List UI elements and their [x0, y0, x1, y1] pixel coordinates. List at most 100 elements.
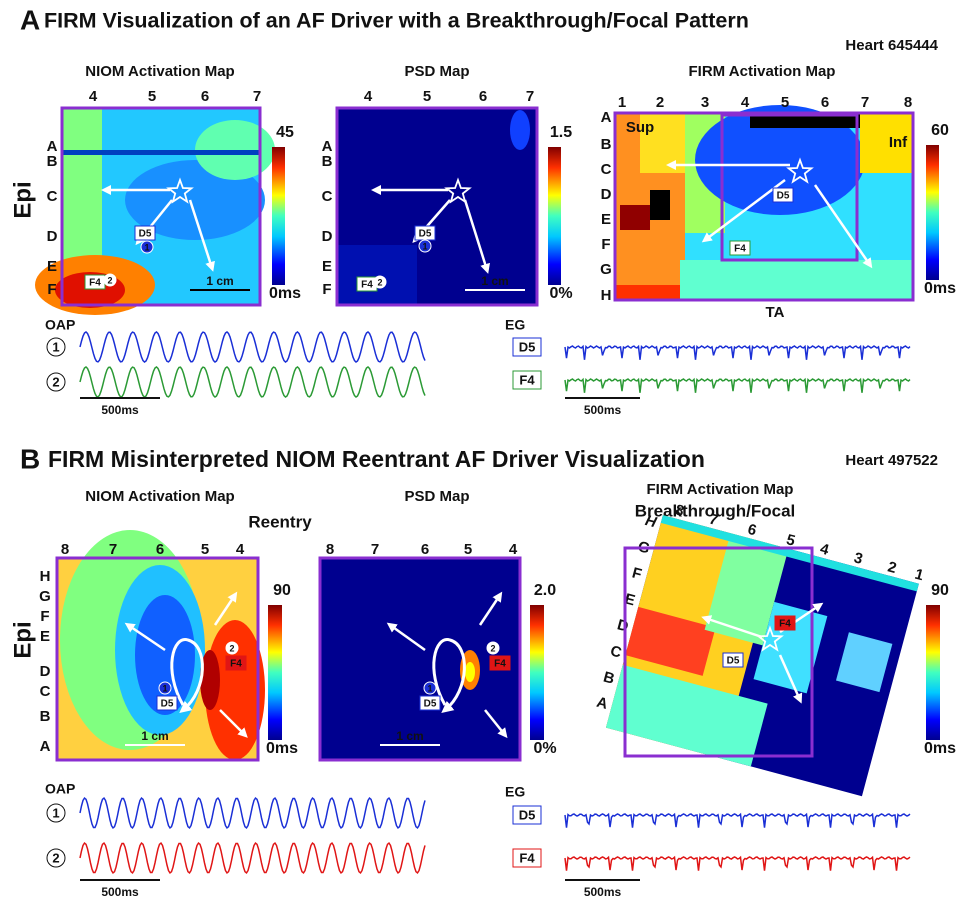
site-label: D5 [419, 229, 432, 240]
map-title: NIOM Activation Map [85, 488, 234, 505]
row-label: E [322, 258, 332, 275]
colorbar-max: 1.5 [550, 124, 572, 141]
column-label: 7 [109, 541, 117, 558]
colorbar [530, 605, 544, 740]
site-label: F4 [230, 659, 242, 670]
row-label: D [40, 663, 51, 680]
site-label: D5 [727, 656, 740, 667]
point-label: 2 [107, 275, 112, 285]
channel-label: F4 [519, 850, 535, 865]
map-region [465, 662, 475, 682]
panel-label: A [20, 4, 40, 35]
row-label: D [47, 228, 58, 245]
row-label: C [608, 642, 623, 661]
time-scale-label: 500ms [101, 885, 139, 899]
column-label: 6 [746, 521, 758, 540]
row-label: H [40, 568, 51, 585]
channel-label: 2 [52, 374, 59, 389]
row-label: G [39, 588, 51, 605]
column-label: 8 [904, 94, 912, 111]
map-region [510, 110, 530, 150]
time-scale-label: 500ms [584, 885, 622, 899]
site-label: F4 [779, 619, 791, 630]
side-label: Epi [9, 621, 36, 658]
trace-group-label: EG [505, 784, 525, 800]
heart-id: Heart 645444 [845, 37, 938, 54]
row-label: E [601, 211, 611, 228]
colorbar-min: 0ms [266, 740, 298, 757]
trace [80, 332, 425, 362]
column-label: 6 [821, 94, 829, 111]
site-label: D5 [139, 229, 152, 240]
row-label: F [40, 608, 49, 625]
colorbar-max: 45 [276, 124, 294, 141]
row-label: D [615, 616, 630, 635]
trace-group-label: OAP [45, 317, 75, 333]
map-region [62, 150, 260, 155]
column-label: 4 [236, 541, 245, 558]
scale-label: 1 cm [481, 274, 508, 288]
trace-group-label: EG [505, 317, 525, 333]
column-label: 7 [371, 541, 379, 558]
column-label: 5 [781, 94, 789, 111]
trace [80, 367, 425, 397]
column-label: 5 [148, 88, 156, 105]
map-region [680, 260, 913, 300]
row-label: B [322, 153, 333, 170]
column-label: 5 [464, 541, 472, 558]
point-label: 2 [377, 277, 382, 287]
site-label: F4 [361, 280, 373, 291]
colorbar-min: 0% [549, 285, 572, 302]
row-label: E [40, 628, 50, 645]
scale-label: 1 cm [396, 729, 423, 743]
map-title: NIOM Activation Map [85, 63, 234, 80]
colorbar [548, 147, 561, 285]
column-label: 1 [618, 94, 626, 111]
column-label: 2 [886, 558, 898, 577]
column-label: 6 [421, 541, 429, 558]
time-scale-label: 500ms [101, 403, 139, 417]
point-label: 2 [229, 643, 234, 653]
column-label: 7 [526, 88, 534, 105]
column-label: 4 [741, 94, 750, 111]
trace [80, 843, 425, 873]
panel-title: FIRM Visualization of an AF Driver with … [44, 9, 749, 33]
channel-label: 1 [52, 339, 59, 354]
site-label: F4 [89, 278, 101, 289]
trace [565, 346, 910, 360]
column-label: 1 [913, 566, 925, 585]
map-title: FIRM Activation Map [647, 481, 794, 498]
column-label: 4 [89, 88, 98, 105]
map-region [620, 205, 650, 230]
trace [80, 798, 425, 828]
channel-label: D5 [519, 339, 536, 354]
colorbar [926, 605, 940, 740]
row-label: C [322, 188, 333, 205]
row-label: B [40, 708, 51, 725]
row-label: F [322, 281, 331, 298]
row-label: F [630, 564, 643, 583]
point-label: 1 [162, 683, 167, 693]
trace [565, 814, 910, 828]
channel-label: F4 [519, 372, 535, 387]
column-label: 4 [509, 541, 518, 558]
channel-label: 1 [52, 805, 59, 820]
row-label: C [47, 188, 58, 205]
row-label: A [601, 109, 612, 126]
map-title: PSD Map [404, 488, 469, 505]
panel-title: FIRM Misinterpreted NIOM Reentrant AF Dr… [48, 446, 705, 472]
colorbar [926, 145, 939, 280]
row-label: E [47, 258, 57, 275]
row-label: A [595, 694, 610, 713]
point-label: 1 [422, 241, 427, 251]
site-label: D5 [161, 699, 174, 710]
colorbar-min: 0ms [924, 740, 956, 757]
row-label: H [601, 287, 612, 304]
map-region [650, 190, 670, 220]
scale-label: 1 cm [206, 274, 233, 288]
column-label: 8 [61, 541, 69, 558]
colorbar [268, 605, 282, 740]
site-label: D5 [424, 699, 437, 710]
map: 87654321HGFEDCBA [591, 495, 926, 797]
